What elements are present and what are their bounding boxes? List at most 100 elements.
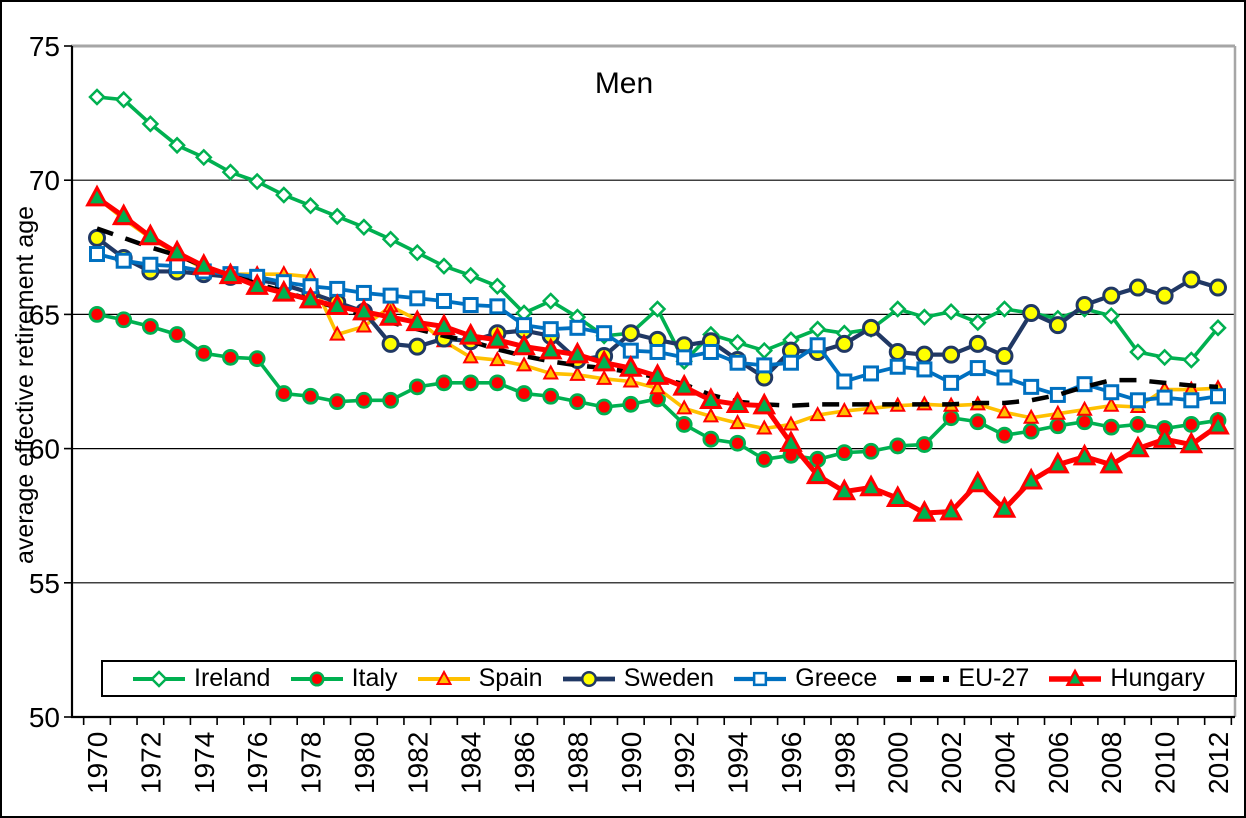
marker-italy — [1102, 418, 1120, 436]
marker-spain — [809, 405, 826, 422]
marker-greece — [89, 246, 105, 263]
marker-hungary — [592, 349, 616, 372]
marker-hungary — [1179, 431, 1204, 454]
marker-italy — [275, 385, 293, 402]
marker-italy — [435, 374, 453, 392]
marker-italy — [1049, 417, 1067, 435]
marker-ireland — [355, 218, 373, 236]
marker-ireland — [141, 115, 160, 133]
marker-hungary — [725, 391, 750, 414]
marker-hungary — [779, 430, 803, 452]
marker-italy — [328, 393, 346, 411]
x-axis-label-2002: 2002 — [936, 732, 967, 794]
marker-hungary — [672, 373, 697, 396]
marker-ireland — [88, 88, 106, 106]
x-axis-label-1984: 1984 — [456, 732, 487, 794]
legend-item-sweden: Sweden — [562, 666, 714, 691]
marker-ireland — [114, 90, 133, 109]
marker-italy — [115, 311, 133, 329]
marker-italy — [569, 393, 586, 411]
y-axis-label-70: 70 — [29, 165, 60, 196]
marker-greece — [943, 374, 960, 391]
legend-label-eu-27: EU-27 — [958, 664, 1030, 692]
marker-sweden — [835, 334, 854, 353]
marker-italy — [141, 318, 159, 335]
marker-hungary — [85, 184, 109, 207]
marker-greece — [115, 252, 132, 269]
legend-sample-hungary — [1049, 667, 1102, 686]
marker-ireland — [808, 320, 827, 338]
marker-italy — [302, 387, 319, 405]
marker-greece — [756, 357, 773, 374]
marker-italy — [195, 344, 213, 362]
marker-sweden — [1182, 270, 1201, 289]
marker-ireland — [648, 300, 667, 318]
x-axis-label-1988: 1988 — [562, 732, 593, 794]
legend-marker-circle-icon — [580, 670, 597, 687]
marker-italy — [248, 350, 266, 368]
marker-italy — [755, 450, 773, 468]
marker-spain — [515, 356, 533, 372]
legend-item-italy: Italy — [290, 666, 397, 691]
marker-ireland — [488, 277, 507, 295]
marker-sweden — [862, 318, 881, 337]
marker-greece — [1076, 376, 1093, 393]
marker-spain — [1076, 400, 1093, 416]
marker-ireland — [275, 186, 293, 204]
marker-ireland — [755, 341, 774, 360]
marker-spain — [329, 325, 346, 341]
marker-hungary — [405, 309, 430, 332]
marker-greece — [569, 319, 586, 336]
marker-italy — [889, 437, 907, 455]
marker-italy — [462, 374, 480, 392]
marker-ireland — [541, 292, 560, 310]
legend-sample-ireland — [133, 669, 185, 688]
marker-greece — [996, 369, 1013, 386]
marker-italy — [622, 395, 640, 413]
marker-hungary — [1072, 443, 1097, 466]
marker-ireland — [1102, 306, 1121, 325]
marker-hungary — [1019, 467, 1043, 490]
legend-item-spain: Spain — [417, 666, 543, 691]
y-axis-title: average effective retirement age — [11, 206, 39, 564]
marker-italy — [542, 387, 560, 405]
marker-hungary — [165, 239, 189, 262]
marker-ireland — [1155, 348, 1174, 367]
marker-spain — [862, 399, 880, 415]
marker-hungary — [378, 303, 403, 326]
x-axis-label-1998: 1998 — [829, 732, 860, 794]
marker-hungary — [1152, 426, 1177, 448]
marker-ireland — [1209, 319, 1227, 337]
legend-label-greece: Greece — [795, 664, 878, 692]
marker-sweden — [1048, 316, 1067, 335]
marker-italy — [88, 305, 106, 323]
marker-sweden — [888, 342, 907, 361]
x-axis-label-1996: 1996 — [776, 732, 807, 794]
marker-hungary — [1046, 451, 1070, 474]
marker-greece — [836, 373, 853, 390]
marker-hungary — [111, 203, 136, 226]
marker-greece — [649, 343, 666, 360]
marker-ireland — [194, 148, 213, 167]
marker-spain — [569, 365, 586, 381]
marker-sweden — [915, 345, 934, 364]
y-axis-label-65: 65 — [29, 299, 60, 330]
x-axis-label-1994: 1994 — [723, 732, 754, 794]
marker-spain — [595, 369, 613, 385]
marker-italy — [702, 430, 720, 448]
marker-greece — [1210, 388, 1226, 405]
marker-hungary — [565, 341, 590, 364]
marker-greece — [516, 317, 533, 334]
x-axis-label-2010: 2010 — [1150, 732, 1181, 794]
legend-sample-spain — [417, 669, 470, 685]
marker-ireland — [888, 300, 907, 318]
marker-spain — [542, 364, 559, 380]
marker-spain — [729, 413, 746, 430]
marker-greece — [809, 337, 826, 354]
marker-sweden — [1022, 304, 1041, 323]
marker-spain — [782, 415, 800, 431]
marker-spain — [996, 403, 1013, 419]
x-axis-label-2012: 2012 — [1203, 732, 1234, 794]
marker-italy — [1182, 416, 1200, 433]
